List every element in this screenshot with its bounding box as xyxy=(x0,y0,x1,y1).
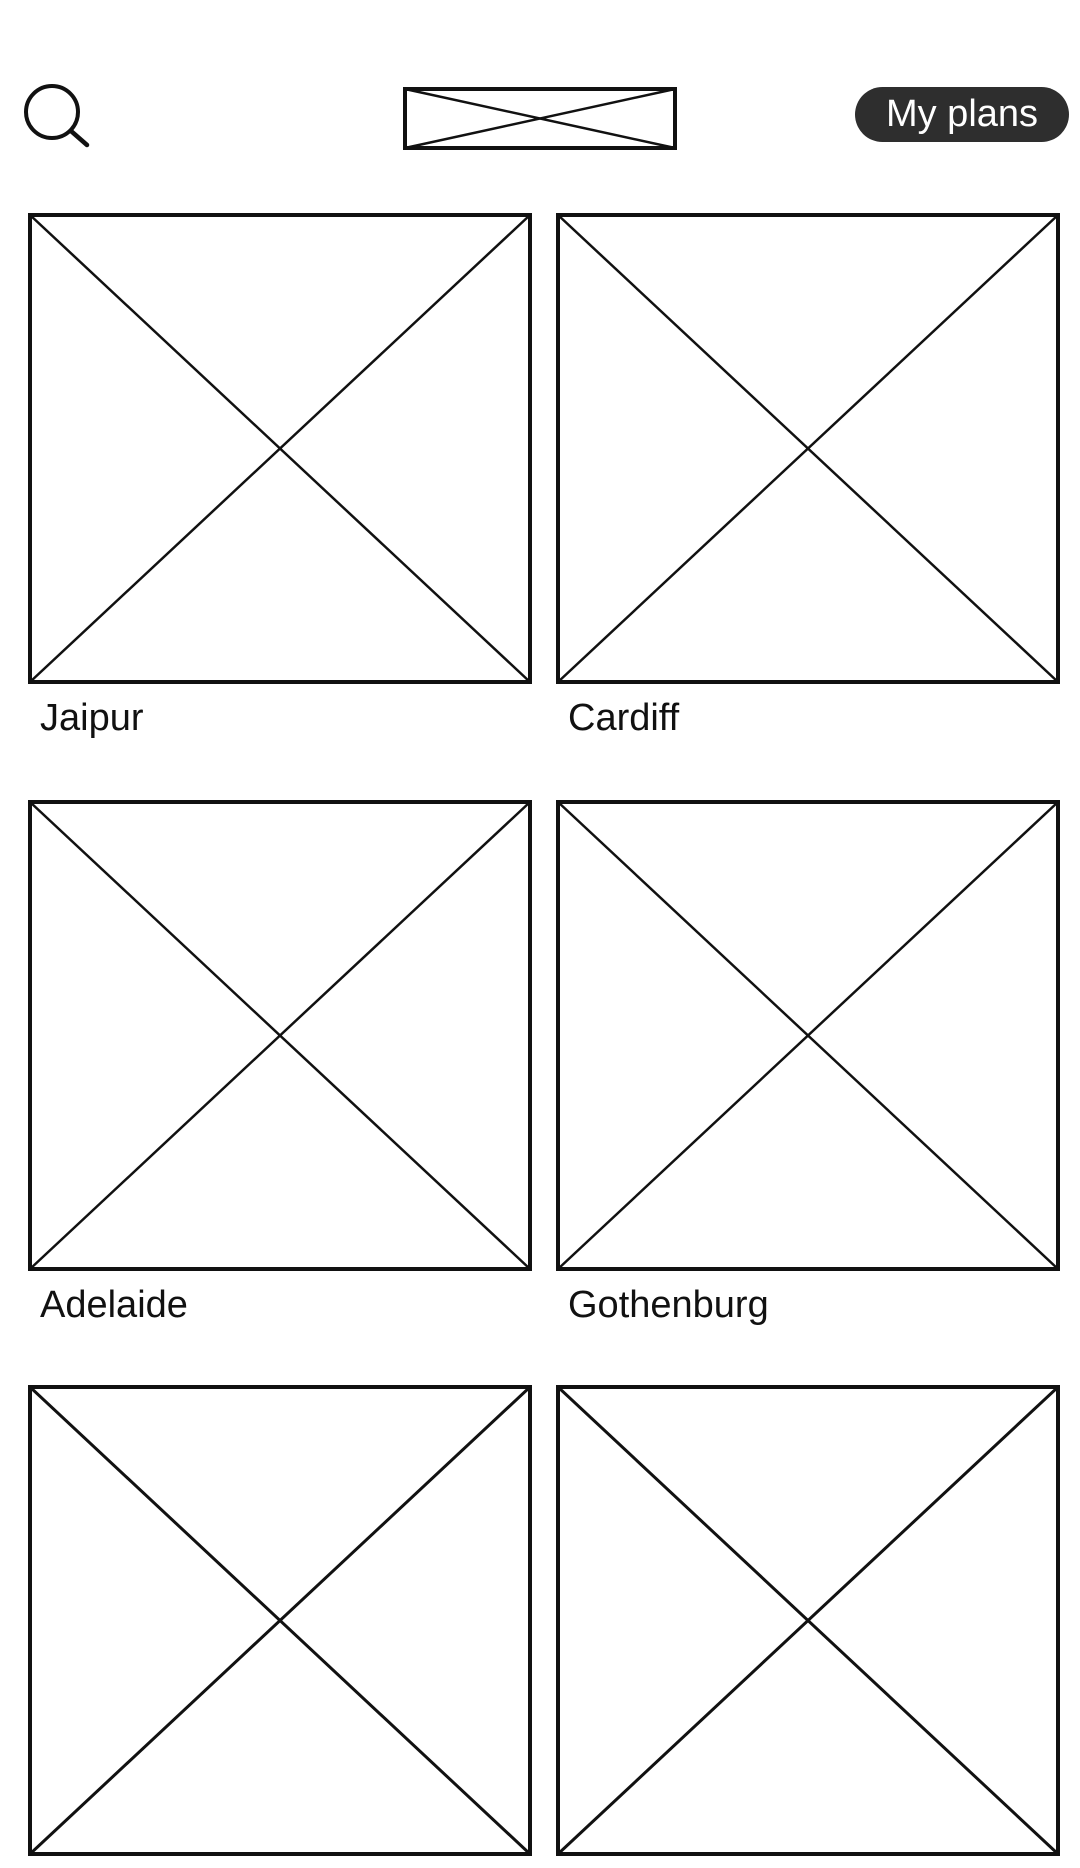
destination-image xyxy=(28,800,532,1271)
image-placeholder-icon xyxy=(28,213,532,684)
destination-card[interactable]: Adelaide xyxy=(28,800,532,1327)
destination-image xyxy=(28,1385,532,1856)
image-placeholder-icon xyxy=(403,87,677,150)
search-button[interactable] xyxy=(22,82,94,154)
destination-name: Cardiff xyxy=(568,697,680,739)
image-placeholder-icon xyxy=(556,1385,1060,1856)
destination-name: Gothenburg xyxy=(568,1284,769,1326)
image-placeholder-icon xyxy=(556,213,1060,684)
destination-card[interactable]: Cardiff xyxy=(556,213,1060,740)
my-plans-button[interactable]: My plans xyxy=(855,87,1069,142)
destination-image xyxy=(556,800,1060,1271)
destination-name: Jaipur xyxy=(40,697,144,739)
top-bar: My plans xyxy=(0,0,1080,200)
image-placeholder-icon xyxy=(556,800,1060,1271)
destination-card[interactable]: Gothenburg xyxy=(556,800,1060,1327)
app-logo xyxy=(403,87,677,150)
image-placeholder-icon xyxy=(28,1385,532,1856)
image-placeholder-icon xyxy=(28,800,532,1271)
destination-name: Adelaide xyxy=(40,1284,188,1326)
destination-card[interactable]: Jaipur xyxy=(28,213,532,740)
destination-card[interactable] xyxy=(28,1385,532,1868)
search-icon xyxy=(24,84,90,148)
destination-image xyxy=(556,1385,1060,1856)
destination-card[interactable] xyxy=(556,1385,1060,1868)
destination-image xyxy=(556,213,1060,684)
destination-image xyxy=(28,213,532,684)
